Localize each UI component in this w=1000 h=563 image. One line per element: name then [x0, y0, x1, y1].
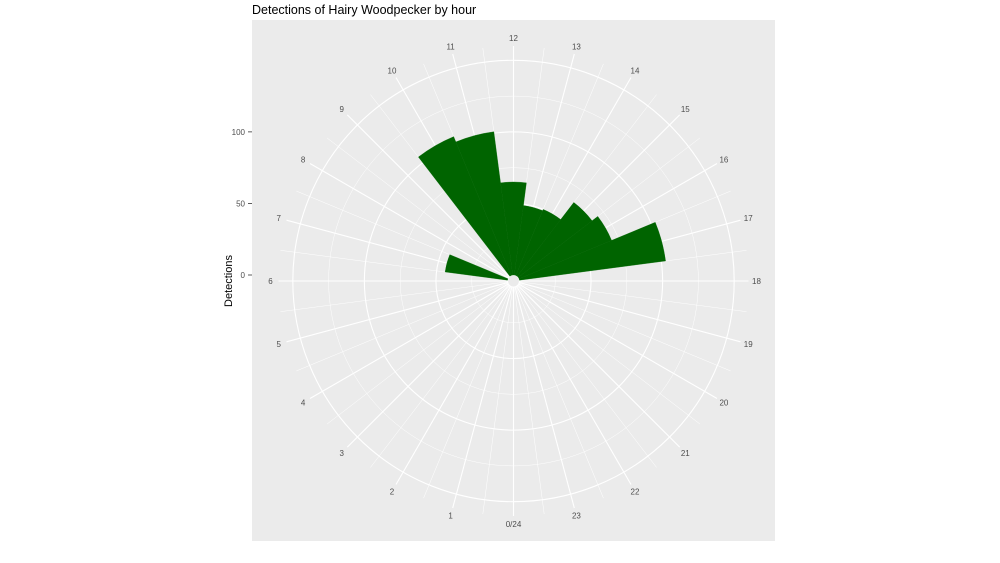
grid-spoke — [517, 284, 681, 448]
hour-label-1: 1 — [448, 512, 453, 521]
bars — [418, 131, 666, 281]
chart-title: Detections of Hairy Woodpecker by hour — [252, 3, 477, 17]
hour-label-10: 10 — [388, 67, 397, 76]
grid-spoke — [514, 286, 575, 509]
hour-label-15: 15 — [681, 105, 690, 114]
bar-hour-17 — [518, 222, 666, 281]
grid-spoke — [309, 283, 509, 399]
grid-spoke — [286, 282, 508, 343]
hour-label-18: 18 — [752, 277, 761, 286]
grid-spoke — [518, 283, 731, 372]
grid-spoke — [326, 137, 509, 278]
grid-spoke — [519, 282, 741, 343]
bar-hour-11 — [455, 131, 513, 276]
hour-label-21: 21 — [681, 449, 690, 458]
grid-spoke — [482, 286, 513, 515]
hour-label-6: 6 — [268, 277, 273, 286]
bar-hour-7 — [444, 254, 509, 281]
hour-label-22: 22 — [631, 487, 640, 496]
hour-label-23: 23 — [572, 512, 581, 521]
hour-label-8: 8 — [301, 156, 306, 165]
grid-spoke — [518, 283, 718, 399]
grid-spoke — [518, 284, 701, 425]
hour-label-5: 5 — [277, 340, 282, 349]
hour-label-14: 14 — [631, 67, 640, 76]
grid-spoke — [515, 286, 604, 499]
hour-label-7: 7 — [277, 214, 282, 223]
bar-hour-10 — [418, 136, 512, 277]
grid-spoke — [370, 285, 511, 468]
hour-label-13: 13 — [572, 42, 581, 51]
grid-spoke — [516, 285, 632, 485]
grid-spoke — [514, 286, 545, 515]
y-tick-label: 50 — [236, 199, 245, 208]
hour-label-9: 9 — [339, 105, 344, 114]
polar-grid — [278, 46, 749, 516]
hour-label-20: 20 — [719, 399, 728, 408]
grid-spoke — [346, 114, 510, 278]
grid-spoke — [326, 284, 509, 425]
grid-spoke — [519, 281, 747, 312]
grid-spoke — [423, 286, 512, 499]
hour-label-17: 17 — [744, 214, 753, 223]
hour-label-4: 4 — [301, 399, 306, 408]
hour-label-16: 16 — [719, 156, 728, 165]
y-tick-label: 0 — [241, 271, 246, 280]
y-tick-label: 100 — [232, 128, 246, 137]
grid-spoke — [296, 283, 509, 372]
hour-tick-labels: 0/24123456789101112131415161718192021222… — [268, 34, 761, 529]
grid-spoke — [280, 281, 508, 312]
grid-spoke — [516, 285, 657, 468]
grid-spoke — [346, 284, 510, 448]
hour-label-3: 3 — [339, 449, 344, 458]
grid-spoke — [395, 285, 511, 485]
bar-hour-12 — [500, 181, 527, 276]
hour-label-0: 0/24 — [506, 520, 522, 529]
radial-axis: 0 50 100 — [232, 128, 252, 280]
grid-spoke — [452, 286, 513, 509]
hour-label-11: 11 — [446, 42, 455, 51]
hour-label-19: 19 — [744, 340, 753, 349]
grid-spoke — [309, 163, 509, 279]
hour-label-2: 2 — [390, 487, 395, 496]
hour-label-12: 12 — [509, 34, 518, 43]
